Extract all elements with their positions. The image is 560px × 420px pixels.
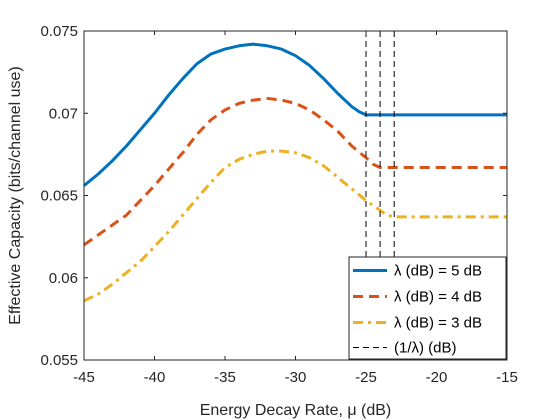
y-tick-label: 0.065 [40,188,78,205]
y-axis-title: Effective Capacity (bits/channel use) [7,66,24,325]
legend-label-vlines: (1/λ) (dB) [394,340,457,357]
x-tick-label: -45 [73,369,95,386]
x-axis-title: Energy Decay Rate, μ (dB) [200,402,392,419]
series-layer [83,42,507,303]
x-tick-label: -20 [426,369,448,386]
series-line-3 [83,149,507,303]
x-tick-label: -40 [144,369,166,386]
legend-label-series-2: λ (dB) = 4 dB [394,289,482,306]
axis-layer: -45 -40 -35 -30 -25 -20 -15 0.055 0.06 0.065 0.07 0… [40,23,517,386]
x-tick-label: -25 [355,369,377,386]
legend-label-series-3: λ (dB) = 3 dB [394,315,482,332]
legend-box [348,256,507,360]
legend: λ (dB) = 5 dB λ (dB) = 4 dB λ (dB) = 3 d… [348,256,507,360]
x-tick-label: -15 [496,369,518,386]
series-line-1 [83,42,507,187]
y-tick-label: 0.075 [40,23,78,40]
series-line-2 [83,96,507,247]
x-tick-label: -30 [285,369,307,386]
y-tick-label: 0.06 [49,270,78,287]
legend-label-series-1: λ (dB) = 5 dB [394,263,482,280]
y-tick-label: 0.055 [40,352,78,369]
y-tick-label: 0.07 [49,105,78,122]
x-tick-label: -35 [214,369,236,386]
